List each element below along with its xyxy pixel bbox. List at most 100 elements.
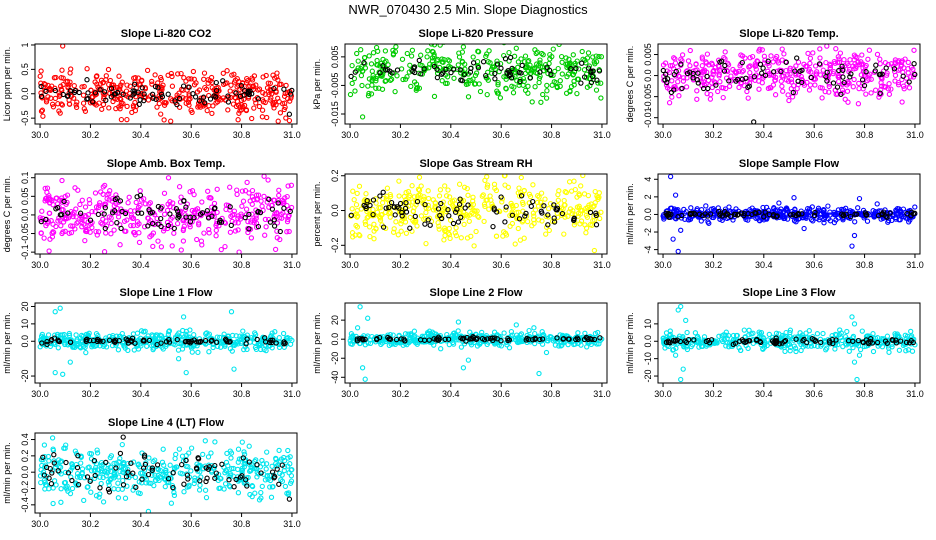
data-point — [593, 53, 599, 59]
data-point — [807, 209, 813, 216]
data-point — [868, 336, 874, 342]
data-point — [90, 99, 96, 105]
data-point — [537, 60, 543, 66]
data-point — [282, 483, 289, 490]
data-point — [782, 337, 789, 344]
data-point — [593, 222, 600, 228]
data-point — [166, 336, 172, 343]
data-point — [358, 47, 364, 53]
data-point — [286, 111, 293, 117]
data-point — [250, 83, 256, 89]
data-point — [701, 334, 708, 340]
data-point — [699, 63, 705, 69]
data-point — [64, 192, 71, 198]
data-point — [863, 69, 869, 75]
data-point — [558, 343, 564, 349]
data-point — [705, 85, 711, 92]
data-point — [256, 342, 262, 348]
data-point — [231, 79, 238, 85]
data-point — [543, 349, 550, 356]
data-point — [470, 54, 476, 60]
data-point — [371, 336, 377, 342]
data-point — [510, 90, 517, 96]
data-point — [232, 220, 238, 226]
data-point — [366, 90, 372, 97]
data-point — [452, 209, 459, 215]
data-point — [680, 78, 687, 84]
data-point — [218, 219, 225, 225]
data-point — [41, 235, 47, 241]
data-point — [252, 490, 258, 496]
data-point — [785, 342, 791, 348]
data-point — [488, 197, 494, 203]
y-tick-label: -20 — [20, 370, 30, 383]
data-point — [228, 94, 234, 101]
data-point — [458, 335, 464, 341]
data-point — [427, 222, 433, 228]
data-point — [464, 185, 470, 192]
data-point — [503, 86, 509, 92]
data-point — [188, 468, 194, 474]
x-tick-label: 30.0 — [654, 389, 672, 399]
data-point — [252, 96, 258, 103]
data-point — [147, 210, 154, 216]
y-tick-label: -0.005 — [330, 73, 340, 99]
data-point — [68, 229, 75, 236]
data-point — [404, 50, 410, 57]
data-point — [535, 193, 541, 199]
data-point — [386, 204, 392, 211]
data-point — [716, 73, 722, 79]
data-point — [519, 62, 525, 69]
data-point — [106, 105, 112, 111]
data-point — [590, 68, 596, 74]
data-point — [231, 208, 238, 214]
data-point — [669, 94, 675, 100]
data-point — [188, 76, 194, 82]
data-point — [760, 346, 766, 352]
data-point — [274, 210, 280, 216]
data-point — [246, 226, 252, 232]
data-point — [141, 224, 148, 230]
data-point — [847, 213, 854, 220]
data-point — [114, 220, 120, 226]
data-point — [351, 212, 358, 218]
data-point — [557, 78, 563, 84]
data-point — [436, 193, 443, 199]
data-point — [684, 68, 690, 74]
data-point — [897, 338, 904, 344]
data-point — [596, 341, 602, 347]
data-point — [168, 500, 175, 506]
data-point — [801, 336, 807, 343]
data-point — [181, 75, 187, 81]
data-point — [745, 217, 751, 223]
data-point — [371, 236, 377, 242]
data-point — [267, 219, 274, 225]
data-point — [238, 211, 244, 217]
data-point — [739, 59, 745, 66]
data-point — [364, 215, 370, 221]
data-point — [276, 187, 282, 193]
data-point — [158, 91, 165, 97]
data-point — [174, 220, 181, 227]
data-point — [554, 205, 561, 211]
data-point — [858, 59, 864, 65]
data-point — [130, 215, 136, 222]
data-point — [465, 357, 472, 363]
data-point — [236, 110, 242, 116]
y-tick-label: 20 — [330, 315, 340, 325]
data-point — [505, 335, 511, 342]
data-point — [492, 70, 498, 77]
data-point — [141, 91, 147, 97]
data-point — [246, 190, 252, 196]
data-point — [792, 90, 799, 96]
data-point — [432, 200, 438, 206]
data-point — [370, 50, 377, 56]
data-point — [133, 199, 139, 206]
data-point — [526, 327, 532, 334]
data-point — [373, 78, 379, 84]
data-point — [722, 49, 728, 55]
data-point — [437, 335, 443, 342]
data-point — [896, 347, 903, 353]
data-point — [509, 220, 516, 227]
data-point — [868, 90, 874, 96]
